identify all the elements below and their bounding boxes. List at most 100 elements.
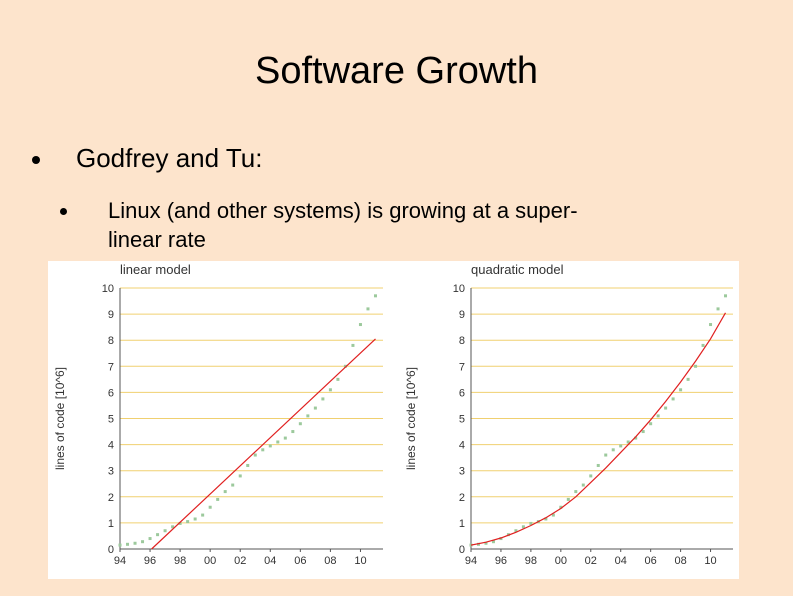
data-point: [656, 414, 660, 418]
x-tick-label: 10: [704, 555, 716, 567]
data-point: [283, 436, 287, 440]
bullet-level-2-text: Linux (and other systems) is growing at …: [108, 198, 578, 252]
data-point: [141, 540, 145, 544]
bullet-level-1-text: Godfrey and Tu:: [76, 143, 263, 173]
data-point: [664, 406, 668, 410]
x-tick-label: 96: [144, 555, 156, 567]
data-point: [596, 463, 600, 467]
y-tick-label: 6: [459, 387, 465, 399]
y-tick-label: 3: [108, 466, 114, 478]
y-tick-label: 4: [459, 440, 465, 452]
data-point: [276, 440, 280, 444]
data-point: [358, 323, 362, 327]
data-point: [321, 397, 325, 401]
data-point: [201, 513, 205, 517]
data-point: [253, 453, 257, 457]
x-tick-label: 06: [294, 555, 306, 567]
y-tick-label: 3: [459, 466, 465, 478]
y-tick-label: 5: [108, 414, 114, 426]
data-point: [671, 397, 675, 401]
data-point: [686, 377, 690, 381]
x-tick-label: 08: [674, 555, 686, 567]
data-point: [679, 388, 683, 392]
x-tick-label: 00: [555, 555, 567, 567]
data-point: [291, 430, 295, 434]
x-tick-label: 96: [495, 555, 507, 567]
data-point: [268, 444, 272, 448]
data-point: [709, 323, 713, 327]
data-point: [246, 463, 250, 467]
data-point: [298, 422, 302, 426]
y-tick-label: 9: [108, 309, 114, 321]
y-tick-label: 7: [108, 361, 114, 373]
data-point: [521, 525, 525, 529]
data-point: [589, 474, 593, 478]
x-tick-label: 02: [234, 555, 246, 567]
bullet-dot-icon: [32, 156, 40, 164]
data-point: [171, 525, 175, 529]
data-point: [694, 364, 698, 368]
fit-line: [470, 312, 727, 546]
x-tick-label: 94: [114, 555, 126, 567]
y-tick-label: 8: [108, 335, 114, 347]
data-point: [163, 529, 167, 533]
chart-panel-2: quadratic model 0 1 2 3 4 5 6 7 8 9 10 94 96 98 00 02 04 0…: [404, 262, 733, 567]
data-point: [156, 533, 160, 537]
data-point: [118, 543, 122, 547]
data-point: [484, 541, 488, 545]
fit-line: [151, 338, 376, 550]
y-tick-label: 1: [459, 518, 465, 530]
data-point: [351, 343, 355, 347]
data-point: [208, 505, 212, 509]
data-point: [306, 414, 310, 418]
data-point: [126, 542, 130, 546]
y-tick-label: 4: [108, 440, 114, 452]
chart-panel-1: linear model 0 1 2 3 4 5 6 7 8 9 10 94 96 98 00 02 04 06 08…: [53, 262, 383, 567]
data-point: [611, 448, 615, 452]
data-point: [574, 490, 578, 494]
data-point: [619, 444, 623, 448]
y-tick-label: 7: [459, 361, 465, 373]
data-point: [133, 541, 137, 545]
y-tick-label: 0: [108, 544, 114, 556]
data-point: [634, 436, 638, 440]
data-point: [366, 307, 370, 311]
data-point: [716, 307, 720, 311]
data-point: [336, 377, 340, 381]
data-point: [701, 343, 705, 347]
data-point: [186, 520, 190, 524]
data-point: [476, 542, 480, 546]
data-point: [223, 490, 227, 494]
data-point: [604, 453, 608, 457]
x-tick-label: 94: [465, 555, 477, 567]
data-point: [566, 497, 570, 501]
data-point: [551, 513, 555, 517]
data-point: [148, 537, 152, 541]
y-tick-label: 2: [459, 492, 465, 504]
data-point: [529, 521, 533, 525]
data-point: [724, 294, 728, 298]
x-tick-label: 00: [204, 555, 216, 567]
data-point: [544, 517, 548, 521]
y-tick-label: 2: [108, 492, 114, 504]
y-tick-label: 10: [102, 283, 114, 295]
x-tick-label: 98: [174, 555, 186, 567]
x-tick-label: 06: [645, 555, 657, 567]
data-point: [491, 540, 495, 544]
y-axis-label: lines of code [10^6]: [53, 367, 67, 470]
data-point: [216, 497, 220, 501]
y-axis-label: lines of code [10^6]: [404, 367, 418, 470]
data-point: [581, 483, 585, 487]
x-tick-label: 08: [324, 555, 336, 567]
data-point: [641, 430, 645, 434]
data-point: [373, 294, 377, 298]
data-point: [261, 448, 265, 452]
y-tick-label: 10: [453, 283, 465, 295]
data-point: [559, 505, 563, 509]
data-point: [178, 521, 182, 525]
x-tick-label: 04: [264, 555, 276, 567]
y-tick-label: 1: [108, 518, 114, 530]
y-tick-label: 6: [108, 387, 114, 399]
y-tick-label: 0: [459, 544, 465, 556]
